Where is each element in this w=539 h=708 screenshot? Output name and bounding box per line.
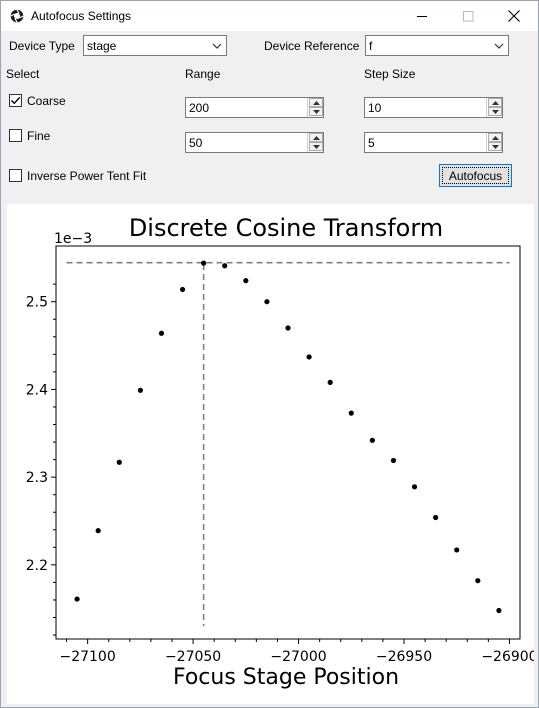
spin-up-button[interactable] — [309, 98, 323, 107]
data-point — [222, 263, 228, 269]
coarse-range-spinbox[interactable]: 200 — [185, 97, 324, 118]
plot-canvas: Discrete Cosine Transform 1e−3 −27100 −27… — [7, 204, 538, 704]
y-tick-label: 2.4 — [26, 382, 48, 398]
spin-down-button[interactable] — [309, 107, 323, 116]
data-point — [348, 410, 354, 416]
coarse-checkbox[interactable] — [9, 94, 22, 107]
dct-scatter-chart: Discrete Cosine Transform 1e−3 −27100 −27… — [26, 214, 538, 690]
close-icon — [508, 10, 520, 22]
caret-up-icon — [312, 135, 320, 140]
spin-down-button[interactable] — [488, 107, 502, 116]
spin-up-button[interactable] — [488, 133, 502, 142]
caret-down-icon — [491, 109, 499, 114]
spin-down-button[interactable] — [309, 142, 323, 151]
caret-up-icon — [491, 100, 499, 105]
plot-frame — [55, 245, 521, 640]
minimize-button[interactable] — [399, 1, 445, 31]
checkmark-icon — [11, 96, 21, 105]
spin-up-button[interactable] — [309, 133, 323, 142]
chevron-down-icon — [494, 43, 504, 49]
data-point — [74, 596, 80, 602]
fine-label: Fine — [27, 129, 51, 143]
window-title: Autofocus Settings — [31, 9, 132, 23]
coarse-label: Coarse — [27, 94, 66, 108]
maximize-icon — [462, 10, 473, 21]
select-label: Select — [6, 67, 40, 81]
device-reference-select[interactable]: f — [365, 35, 509, 56]
caret-down-icon — [312, 144, 320, 149]
fine-checkbox[interactable] — [9, 129, 22, 142]
coarse-step-value: 10 — [368, 101, 382, 115]
range-label: Range — [185, 67, 221, 81]
device-reference-value: f — [369, 39, 373, 53]
caret-up-icon — [312, 100, 320, 105]
inverse-power-tent-fit-label: Inverse Power Tent Fit — [27, 169, 147, 183]
focus-rectangle — [442, 167, 509, 184]
data-point — [369, 437, 375, 443]
data-point — [179, 286, 186, 293]
coarse-range-value: 200 — [189, 101, 210, 115]
data-point — [201, 260, 207, 266]
maximize-button[interactable] — [445, 1, 491, 31]
fine-range-value: 50 — [189, 136, 203, 150]
x-axis-label: Focus Stage Position — [173, 665, 399, 690]
chevron-down-icon — [212, 43, 222, 49]
y-tick-label: 2.5 — [26, 295, 48, 311]
data-point — [390, 457, 397, 464]
data-point — [116, 459, 122, 465]
autofocus-button-label: Autofocus — [448, 168, 503, 183]
y-tick-label: 2.3 — [26, 470, 48, 486]
data-point — [285, 325, 291, 331]
data-point — [475, 578, 481, 584]
close-button[interactable] — [491, 1, 537, 31]
chart-title: Discrete Cosine Transform — [129, 214, 443, 242]
fine-step-value: 5 — [368, 136, 375, 150]
x-tick-label: −26950 — [376, 649, 432, 665]
data-point — [433, 514, 439, 521]
data-point — [158, 330, 165, 336]
autofocus-button[interactable]: Autofocus — [439, 164, 512, 187]
title-bar[interactable]: Autofocus Settings — [1, 1, 538, 31]
data-point — [327, 379, 333, 386]
data-point — [411, 484, 418, 490]
step-size-label: Step Size — [364, 67, 416, 81]
inverse-power-tent-fit-checkbox[interactable] — [9, 169, 22, 182]
coarse-step-spinbox[interactable]: 10 — [364, 97, 503, 118]
x-tick-label: −27100 — [59, 649, 115, 665]
spin-down-button[interactable] — [488, 142, 502, 151]
y-axis-ticks: 2.2 2.3 2.4 2.5 — [26, 283, 56, 636]
device-type-value: stage — [87, 39, 117, 53]
spin-up-button[interactable] — [488, 98, 502, 107]
data-point — [496, 607, 502, 614]
minimize-icon — [416, 15, 427, 17]
device-type-label: Device Type — [9, 39, 75, 53]
caret-down-icon — [491, 144, 499, 149]
y-tick-label: 2.2 — [26, 558, 48, 574]
data-point — [95, 528, 101, 534]
y-offset-label: 1e−3 — [54, 231, 92, 247]
x-tick-label: −26900 — [481, 649, 534, 665]
device-reference-label: Device Reference — [264, 39, 360, 53]
caret-down-icon — [312, 109, 320, 114]
reference-lines — [66, 261, 510, 627]
data-point — [137, 387, 143, 393]
data-point — [454, 547, 460, 553]
fine-step-spinbox[interactable]: 5 — [364, 132, 503, 153]
x-tick-label: −27050 — [165, 649, 221, 665]
data-point — [306, 354, 312, 360]
data-point — [264, 299, 270, 305]
caret-up-icon — [491, 135, 499, 140]
device-type-select[interactable]: stage — [83, 35, 227, 56]
data-points — [74, 260, 502, 614]
camera-lens-icon — [10, 9, 24, 23]
data-point — [243, 278, 249, 284]
fine-range-spinbox[interactable]: 50 — [185, 132, 324, 153]
x-axis-ticks: −27100 −27050 −27000 −26950 −26900 — [59, 639, 538, 665]
x-tick-label: −27000 — [270, 649, 326, 665]
